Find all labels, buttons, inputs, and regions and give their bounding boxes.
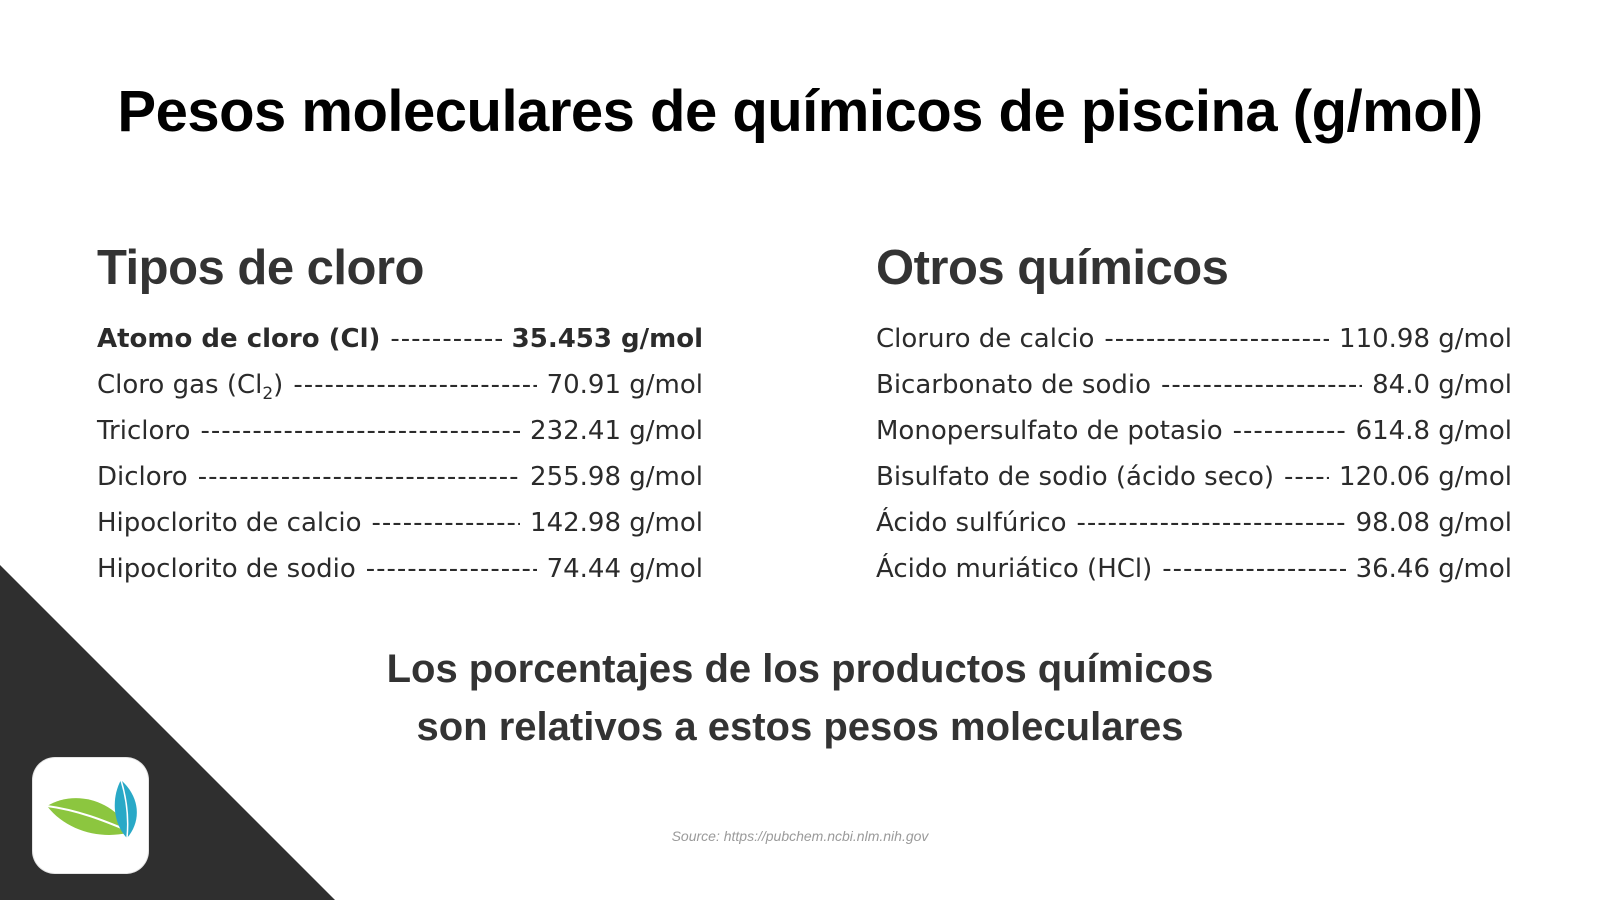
list-item: Hipoclorito de sodio 74.44 g/mol bbox=[97, 554, 703, 600]
page-title: Pesos moleculares de químicos de piscina… bbox=[117, 79, 1483, 144]
list-item: Bisulfato de sodio (ácido seco) 120.06 g… bbox=[876, 462, 1512, 508]
leader-dashes bbox=[1162, 554, 1345, 584]
chlorine-types-section: Tipos de cloro Atomo de cloro (Cl) 35.45… bbox=[97, 241, 703, 600]
logo bbox=[33, 758, 148, 873]
item-value: 35.453 g/mol bbox=[511, 323, 703, 354]
leader-dashes bbox=[1161, 370, 1362, 400]
footer-note-line-2: son relativos a estos pesos moleculares bbox=[416, 705, 1184, 749]
chlorine-types-list: Atomo de cloro (Cl) 35.453 g/mol Cloro g… bbox=[97, 324, 703, 600]
leader-dashes bbox=[1233, 416, 1346, 446]
leader-dashes bbox=[1077, 508, 1346, 538]
list-item: Tricloro 232.41 g/mol bbox=[97, 416, 703, 462]
list-item: Atomo de cloro (Cl) 35.453 g/mol bbox=[97, 324, 703, 370]
item-name: Hipoclorito de calcio bbox=[97, 507, 362, 538]
item-value: 110.98 g/mol bbox=[1339, 323, 1512, 354]
item-value: 232.41 g/mol bbox=[530, 415, 703, 446]
item-value: 74.44 g/mol bbox=[546, 553, 703, 584]
item-value: 120.06 g/mol bbox=[1339, 461, 1512, 492]
list-item: Ácido sulfúrico 98.08 g/mol bbox=[876, 508, 1512, 554]
source-citation: Source: https://pubchem.ncbi.nlm.nih.gov bbox=[671, 828, 929, 844]
item-name: Atomo de cloro (Cl) bbox=[97, 323, 381, 354]
leader-dashes bbox=[1284, 462, 1329, 492]
item-value: 84.0 g/mol bbox=[1372, 369, 1512, 400]
leader-dashes bbox=[372, 508, 520, 538]
other-chemicals-section: Otros químicos Cloruro de calcio 110.98 … bbox=[876, 241, 1512, 600]
footer-note: Los porcentajes de los productos químico… bbox=[0, 640, 1600, 756]
item-name: Dicloro bbox=[97, 461, 188, 492]
leader-dashes bbox=[198, 462, 520, 492]
other-chemicals-heading: Otros químicos bbox=[876, 241, 1229, 295]
leader-dashes bbox=[293, 370, 536, 400]
item-name: Bisulfato de sodio (ácido seco) bbox=[876, 461, 1275, 492]
item-name: Hipoclorito de sodio bbox=[97, 553, 356, 584]
item-value: 142.98 g/mol bbox=[530, 507, 703, 538]
list-item: Cloro gas (Cl2) 70.91 g/mol bbox=[97, 370, 703, 416]
item-name: Ácido muriático (HCl) bbox=[876, 553, 1153, 584]
item-value: 70.91 g/mol bbox=[546, 369, 703, 400]
list-item: Cloruro de calcio 110.98 g/mol bbox=[876, 324, 1512, 370]
chlorine-types-heading: Tipos de cloro bbox=[97, 241, 424, 295]
item-value: 36.46 g/mol bbox=[1355, 553, 1512, 584]
item-name: Tricloro bbox=[97, 415, 191, 446]
item-name: Bicarbonato de sodio bbox=[876, 369, 1152, 400]
leader-dashes bbox=[1104, 324, 1329, 354]
item-name: Ácido sulfúrico bbox=[876, 507, 1067, 538]
other-chemicals-list: Cloruro de calcio 110.98 g/mol Bicarbona… bbox=[876, 324, 1512, 600]
list-item: Ácido muriático (HCl) 36.46 g/mol bbox=[876, 554, 1512, 600]
leader-dashes bbox=[200, 416, 520, 446]
item-value: 255.98 g/mol bbox=[530, 461, 703, 492]
footer-note-line-1: Los porcentajes de los productos químico… bbox=[386, 647, 1214, 691]
list-item: Monopersulfato de potasio 614.8 g/mol bbox=[876, 416, 1512, 462]
leader-dashes bbox=[366, 554, 537, 584]
item-name: Cloro gas (Cl2) bbox=[97, 369, 284, 405]
leaf-logo-icon bbox=[46, 779, 137, 839]
subscript: 2 bbox=[262, 384, 274, 405]
list-item: Dicloro 255.98 g/mol bbox=[97, 462, 703, 508]
item-value: 98.08 g/mol bbox=[1355, 507, 1512, 538]
item-value: 614.8 g/mol bbox=[1355, 415, 1512, 446]
leader-dashes bbox=[390, 324, 501, 354]
item-name: Cloruro de calcio bbox=[876, 323, 1095, 354]
list-item: Hipoclorito de calcio 142.98 g/mol bbox=[97, 508, 703, 554]
list-item: Bicarbonato de sodio 84.0 g/mol bbox=[876, 370, 1512, 416]
item-name: Monopersulfato de potasio bbox=[876, 415, 1223, 446]
